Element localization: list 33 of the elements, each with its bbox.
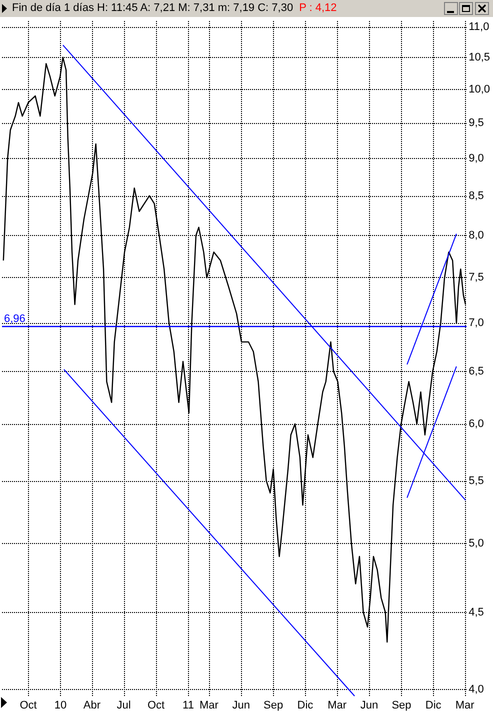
x-tick-label: Jun: [360, 700, 378, 712]
y-tick-label: 4,0: [468, 683, 484, 696]
y-tick-label: 10,5: [468, 51, 490, 64]
x-tick-label: Sep: [264, 700, 284, 712]
x-tick-label: Jul: [116, 700, 131, 712]
x-tick-label: Mar: [199, 700, 219, 712]
y-tick-label: 7,0: [468, 316, 484, 329]
x-tick-label: Jun: [232, 700, 250, 712]
y-tick-label: 10,0: [468, 83, 490, 96]
y-tick-label: 9,0: [468, 152, 484, 164]
ref-line-label: 6,96: [4, 313, 26, 326]
y-tick-label: 6,0: [468, 418, 484, 430]
y-tick-label: 8,0: [468, 229, 484, 242]
y-tick-label: 5,0: [468, 537, 484, 550]
y-tick-label: 7,5: [468, 272, 484, 284]
x-tick-label: 10: [54, 700, 67, 712]
x-tick-label: Abr: [83, 700, 101, 712]
x-tick-label: Sep: [392, 700, 412, 712]
y-tick-label: 8,5: [468, 190, 484, 202]
x-tick-label: Mar: [328, 700, 347, 712]
y-tick-label: 5,5: [468, 474, 484, 487]
x-tick-label: Mar: [455, 700, 475, 712]
y-tick-label: 6,5: [468, 365, 484, 378]
x-tick-label: Oct: [147, 700, 165, 712]
x-tick-label: 11: [182, 700, 194, 712]
y-tick-label: 11,0: [468, 20, 490, 33]
x-tick-label: Dic: [425, 700, 442, 712]
x-tick-label: Dic: [297, 700, 314, 712]
y-tick-label: 4,5: [468, 606, 484, 618]
text: P : 4,12: [299, 2, 337, 14]
y-tick-label: 9,5: [468, 116, 484, 129]
chart-title: Fin de día 1 días H: 11:45 A: 7,21 M: 7,31 m: 7,19 C: 7,30: [12, 2, 294, 14]
x-tick-label: Oct: [20, 700, 37, 712]
